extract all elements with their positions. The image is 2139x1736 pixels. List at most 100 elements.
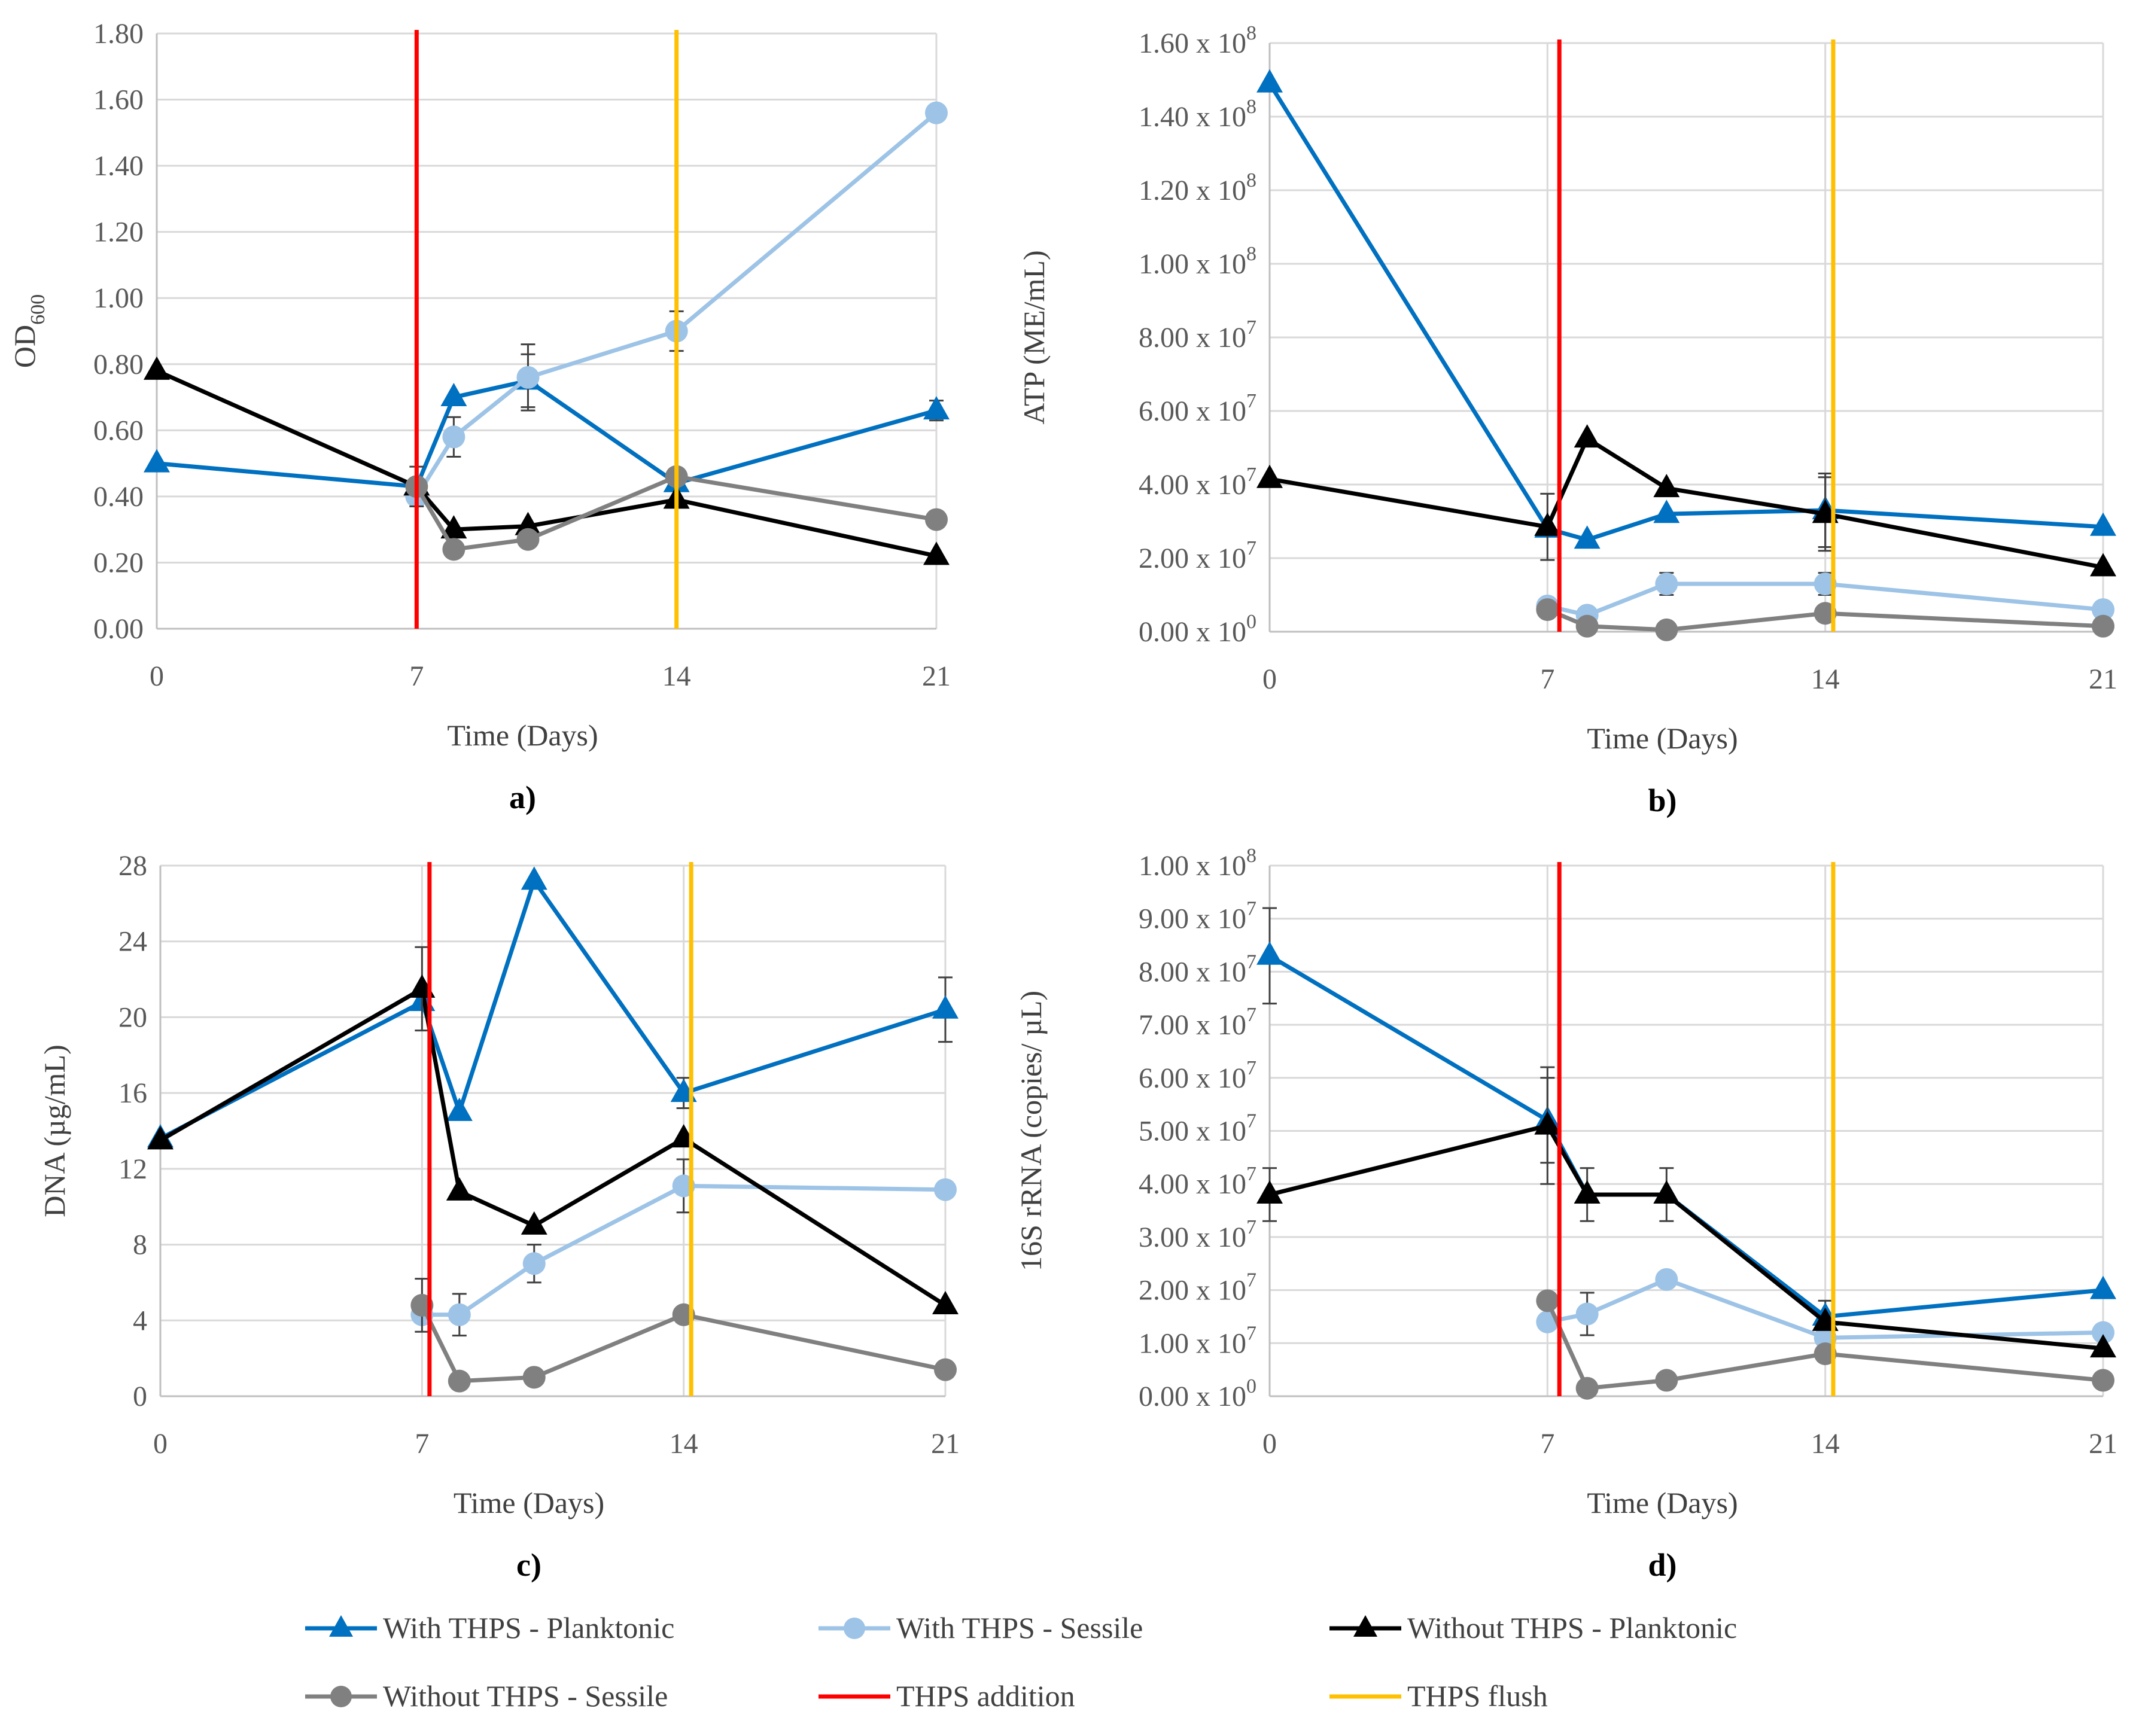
panel-a-ytick-label: 0.60 xyxy=(93,415,144,446)
panel-a-ytick-label: 0.40 xyxy=(93,481,144,513)
panel-c-ytick-label: 12 xyxy=(118,1153,147,1185)
panel-d-ytick-label: 3.00 x 107 xyxy=(1139,1216,1256,1253)
data-point xyxy=(1814,602,1837,625)
panel-d-ytick-label: 6.00 x 107 xyxy=(1139,1057,1256,1094)
panel-a-ytick-label: 0.00 xyxy=(93,613,144,645)
data-point xyxy=(1534,1111,1561,1135)
series-line xyxy=(1269,1123,2104,1351)
legend-label: THPS addition xyxy=(896,1679,1075,1713)
panel-b-ytick-label: 1.20 x 108 xyxy=(1139,169,1256,206)
panel-c-series xyxy=(147,866,959,1393)
panel-c-ytick-label: 0 xyxy=(133,1381,147,1412)
legend-item-with-thps-sessile: With THPS - Sessile xyxy=(819,1611,1143,1644)
data-point xyxy=(1575,1376,1599,1400)
data-point xyxy=(925,508,948,531)
panel-b-ytick-label: 2.00 x 107 xyxy=(1139,537,1256,574)
data-point xyxy=(516,366,540,389)
panel-a-xtick-label: 14 xyxy=(662,660,691,692)
legend-marker xyxy=(330,1686,352,1707)
panel-a-series xyxy=(144,101,950,565)
panel-b-ytick-label: 8.00 x 107 xyxy=(1139,316,1256,354)
data-point xyxy=(144,449,170,473)
legend-item-without-thps-planktonic: Without THPS - Planktonic xyxy=(1329,1611,1737,1644)
data-point xyxy=(1575,1302,1599,1326)
legend-marker xyxy=(844,1618,865,1639)
panel-c-ytick-label: 8 xyxy=(133,1229,147,1261)
panel-d-xtick-label: 0 xyxy=(1262,1428,1277,1460)
panel-d-ytick-label: 0.00 x 100 xyxy=(1139,1375,1256,1412)
data-point xyxy=(1653,1180,1680,1204)
panel-b-ylabel: ATP (ME/mL) xyxy=(1017,250,1051,424)
panel-d-ytick-label: 9.00 x 107 xyxy=(1139,898,1256,935)
panel-d-ytick-label: 4.00 x 107 xyxy=(1139,1163,1256,1200)
panel-c-ytick-label: 20 xyxy=(118,1001,147,1033)
data-point xyxy=(446,1097,473,1121)
data-point xyxy=(448,1369,471,1393)
legend-label: With THPS - Sessile xyxy=(896,1611,1143,1644)
series-without-thps-sessile xyxy=(405,465,948,561)
legend-label: With THPS - Planktonic xyxy=(383,1611,674,1644)
data-point xyxy=(1655,1369,1678,1392)
panel-c-event-lines xyxy=(427,862,693,1396)
data-point xyxy=(932,995,959,1019)
legend-marker xyxy=(329,1615,353,1637)
panel-a: 0.00 0.20 0.40 0.60 0.80 1.00 1.20 1.40 1.60 1.80… xyxy=(8,18,951,815)
legend-label: Without THPS - Sessile xyxy=(383,1679,668,1713)
series-line xyxy=(1268,82,2104,542)
data-point xyxy=(1814,572,1837,596)
data-point xyxy=(521,1211,547,1235)
data-point xyxy=(1536,1289,1559,1312)
panel-d-ylabel: 16S rRNA (copies/ µL) xyxy=(1014,991,1048,1271)
panel-a-ytick-label: 0.20 xyxy=(93,547,144,578)
data-point xyxy=(1575,614,1599,638)
series-line xyxy=(1268,954,2104,1319)
data-point xyxy=(2090,1275,2116,1299)
panel-c-ylabel: DNA (µg/mL) xyxy=(38,1044,71,1217)
legend-item-thps-addition: THPS addition xyxy=(819,1679,1075,1713)
panel-a-xtick-label: 0 xyxy=(150,660,164,692)
panel-d-ytick-label: 2.00 x 107 xyxy=(1139,1269,1256,1306)
panel-d-ytick-label: 1.00 x 108 xyxy=(1139,845,1256,882)
data-point xyxy=(2090,512,2116,536)
panel-b-xtick-label: 7 xyxy=(1540,663,1554,695)
data-point xyxy=(923,396,950,420)
ylabel-main: OD xyxy=(8,325,41,368)
data-point xyxy=(521,866,547,890)
data-point xyxy=(2090,1334,2116,1358)
panel-d-xlabel: Time (Days) xyxy=(1587,1486,1738,1519)
panel-c-xtick-label: 7 xyxy=(415,1428,429,1460)
series-without-thps-planktonic xyxy=(147,946,959,1314)
legend: With THPS - Planktonic With THPS - Sessil… xyxy=(305,1611,1737,1713)
panel-c-xlabel: Time (Days) xyxy=(454,1486,604,1519)
panel-b-ytick-label: 1.60 x 108 xyxy=(1139,22,1256,59)
data-point xyxy=(1653,474,1680,498)
data-point xyxy=(934,1178,957,1201)
legend-item-with-thps-planktonic: With THPS - Planktonic xyxy=(305,1611,674,1644)
data-point xyxy=(2092,1369,2114,1392)
legend-item-without-thps-sessile: Without THPS - Sessile xyxy=(305,1679,668,1713)
data-point xyxy=(147,1126,174,1150)
panel-d-ytick-label: 1.00 x 107 xyxy=(1139,1322,1256,1359)
data-point xyxy=(934,1358,957,1381)
panel-c-xtick-label: 0 xyxy=(153,1428,168,1460)
series-line xyxy=(1269,436,2104,569)
panel-a-ytick-label: 1.40 xyxy=(93,150,144,182)
panel-b-event-lines xyxy=(1557,39,1836,632)
panel-b-xtick-label: 0 xyxy=(1262,663,1277,695)
data-point xyxy=(1814,1342,1837,1366)
series-line xyxy=(156,378,937,489)
panel-b-ytick-label: 0.00 x 100 xyxy=(1139,611,1256,648)
data-point xyxy=(440,515,467,539)
panel-d-label: d) xyxy=(1648,1547,1676,1583)
data-point xyxy=(515,511,541,535)
series-without-thps-planktonic xyxy=(1256,424,2116,577)
panel-c-ytick-label: 16 xyxy=(118,1077,147,1109)
data-point xyxy=(442,425,465,449)
data-point xyxy=(144,356,170,380)
legend-item-thps-flush: THPS flush xyxy=(1329,1679,1548,1713)
panel-d-grid: 0.00 x 100 1.00 x 107 2.00 x 107 3.00 x 107… xyxy=(1139,845,2117,1460)
panel-a-ytick-label: 1.00 xyxy=(93,282,144,314)
panel-b-xtick-label: 21 xyxy=(2089,663,2117,695)
legend-marker xyxy=(1353,1615,1377,1637)
